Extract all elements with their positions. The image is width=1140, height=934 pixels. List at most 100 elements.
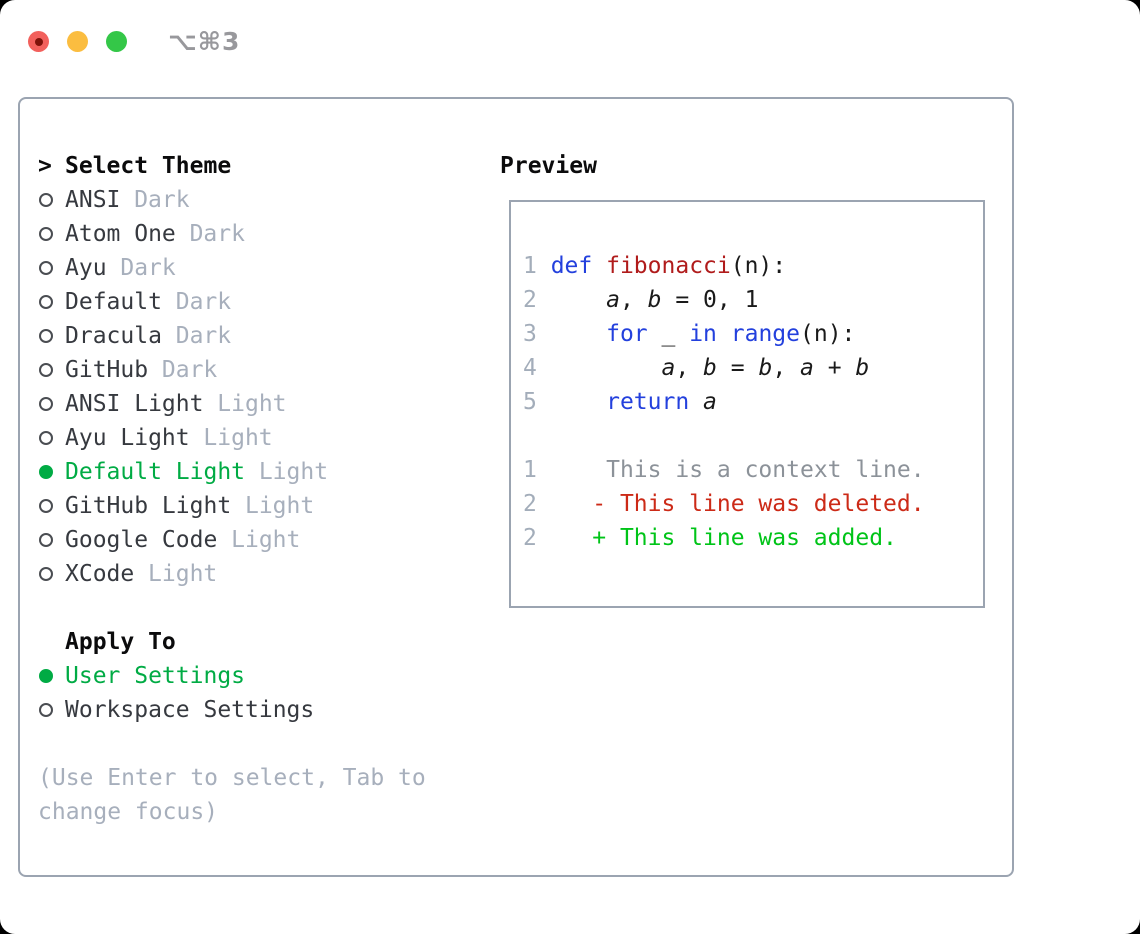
radio-selected-icon	[39, 669, 53, 683]
theme-option-xcode[interactable]: XCode Light	[38, 557, 488, 591]
code-token-pl	[592, 253, 606, 279]
code-token-kw: return	[606, 389, 690, 415]
option-label: Ayu Light	[65, 425, 190, 451]
theme-selector: > Select Theme ANSI Dark Atom One Dark Ayu Da…	[38, 149, 488, 829]
select-theme-title: Select Theme	[65, 153, 232, 179]
code-token-pl: +	[813, 355, 856, 381]
preview-line: 2 - This line was deleted.	[523, 487, 983, 521]
code-token-ctx: This is a context line.	[606, 457, 925, 483]
option-label: Default	[65, 289, 162, 315]
minimize-button[interactable]	[67, 31, 88, 52]
theme-option-default[interactable]: Default Dark	[38, 285, 488, 319]
option-label: XCode	[65, 561, 135, 587]
code-token-ln: 2	[523, 491, 537, 517]
code-token-ln: 2	[523, 287, 551, 313]
radio-icon	[39, 193, 53, 207]
theme-option-ansi[interactable]: ANSI Dark	[38, 183, 488, 217]
code-token-ln: 2	[523, 525, 537, 551]
code-token-kw: in	[689, 321, 717, 347]
code-token-var: a	[661, 355, 676, 381]
option-label: Atom One	[65, 221, 176, 247]
option-label: Google Code	[65, 527, 218, 553]
marker-cell	[38, 295, 65, 309]
theme-variant-label: Light	[231, 527, 301, 553]
code-token-ln: 4	[523, 355, 551, 381]
radio-icon	[39, 363, 53, 377]
code-token-var: a	[800, 355, 814, 381]
theme-list: ANSI Dark Atom One Dark Ayu Dark Default Dark Dr…	[38, 183, 488, 591]
theme-option-dracula[interactable]: Dracula Dark	[38, 319, 488, 353]
close-button[interactable]	[28, 31, 49, 52]
preview-line: 5 return a	[523, 385, 983, 419]
code-token-add: + This line was added.	[592, 525, 897, 551]
theme-variant-label: Dark	[175, 289, 232, 315]
code-token-kw: range	[730, 321, 800, 347]
unsaved-indicator-icon	[34, 37, 43, 46]
marker-cell	[38, 669, 65, 683]
code-token-ln: 5	[523, 389, 551, 415]
code-token-pl	[551, 287, 606, 313]
spacer	[38, 727, 488, 761]
code-token-var: b	[758, 355, 773, 381]
theme-option-ansi-light[interactable]: ANSI Light Light	[38, 387, 488, 421]
apply-to-header: Apply To	[38, 625, 488, 659]
marker-cell	[38, 261, 65, 275]
code-token-pl: ,	[619, 287, 648, 313]
option-label: ANSI Light	[65, 391, 204, 417]
theme-option-default-light[interactable]: Default Light Light	[38, 455, 488, 489]
zoom-button[interactable]	[106, 31, 127, 52]
code-token-pl: = 0, 1	[661, 287, 759, 313]
theme-variant-label: Dark	[161, 357, 218, 383]
code-token-pl	[551, 321, 606, 347]
marker-cell	[38, 363, 65, 377]
code-token-pl: (n):	[730, 253, 787, 279]
marker-cell	[38, 499, 65, 513]
theme-option-github-light[interactable]: GitHub Light Light	[38, 489, 488, 523]
option-label: Workspace Settings	[65, 697, 315, 723]
radio-icon	[39, 227, 53, 241]
code-token-pl: ,	[772, 355, 801, 381]
code-token-pl	[537, 491, 592, 517]
theme-option-ayu-light[interactable]: Ayu Light Light	[38, 421, 488, 455]
radio-icon	[39, 567, 53, 581]
code-token-pl: _	[647, 321, 690, 347]
marker-cell	[38, 533, 65, 547]
radio-icon	[39, 329, 53, 343]
preview-line: 4 a, b = b, a + b	[523, 351, 983, 385]
theme-option-google-code[interactable]: Google Code Light	[38, 523, 488, 557]
code-token-del: - This line was deleted.	[592, 491, 925, 517]
code-token-ln: 1	[523, 457, 537, 483]
title-bar: ⌥⌘3	[28, 27, 240, 56]
radio-icon	[39, 397, 53, 411]
radio-icon	[39, 703, 53, 717]
apply-option-workspace-settings[interactable]: Workspace Settings	[38, 693, 488, 727]
code-token-pl: =	[716, 355, 759, 381]
option-label: GitHub Light	[65, 493, 232, 519]
theme-variant-label: Light	[203, 425, 273, 451]
code-token-pl	[717, 321, 731, 347]
radio-icon	[39, 261, 53, 275]
code-token-kw: for	[606, 321, 648, 347]
marker-cell	[38, 567, 65, 581]
code-token-var: b	[703, 355, 717, 381]
code-token-pl: (n):	[800, 321, 856, 347]
code-token-var: a	[703, 389, 717, 415]
theme-variant-label: Dark	[134, 187, 190, 213]
code-token-pl: ,	[675, 355, 704, 381]
radio-icon	[39, 431, 53, 445]
apply-to-list: User Settings Workspace Settings	[38, 659, 488, 727]
apply-option-user-settings[interactable]: User Settings	[38, 659, 488, 693]
theme-option-ayu[interactable]: Ayu Dark	[38, 251, 488, 285]
theme-variant-label: Light	[148, 561, 218, 587]
theme-option-atom-one[interactable]: Atom One Dark	[38, 217, 488, 251]
preview-title: Preview	[500, 153, 597, 179]
code-token-pl	[537, 457, 606, 483]
code-token-pl	[537, 525, 592, 551]
theme-option-github[interactable]: GitHub Dark	[38, 353, 488, 387]
code-token-fn: fibonacci	[606, 253, 731, 279]
radio-icon	[39, 499, 53, 513]
option-label: Ayu	[65, 255, 107, 281]
